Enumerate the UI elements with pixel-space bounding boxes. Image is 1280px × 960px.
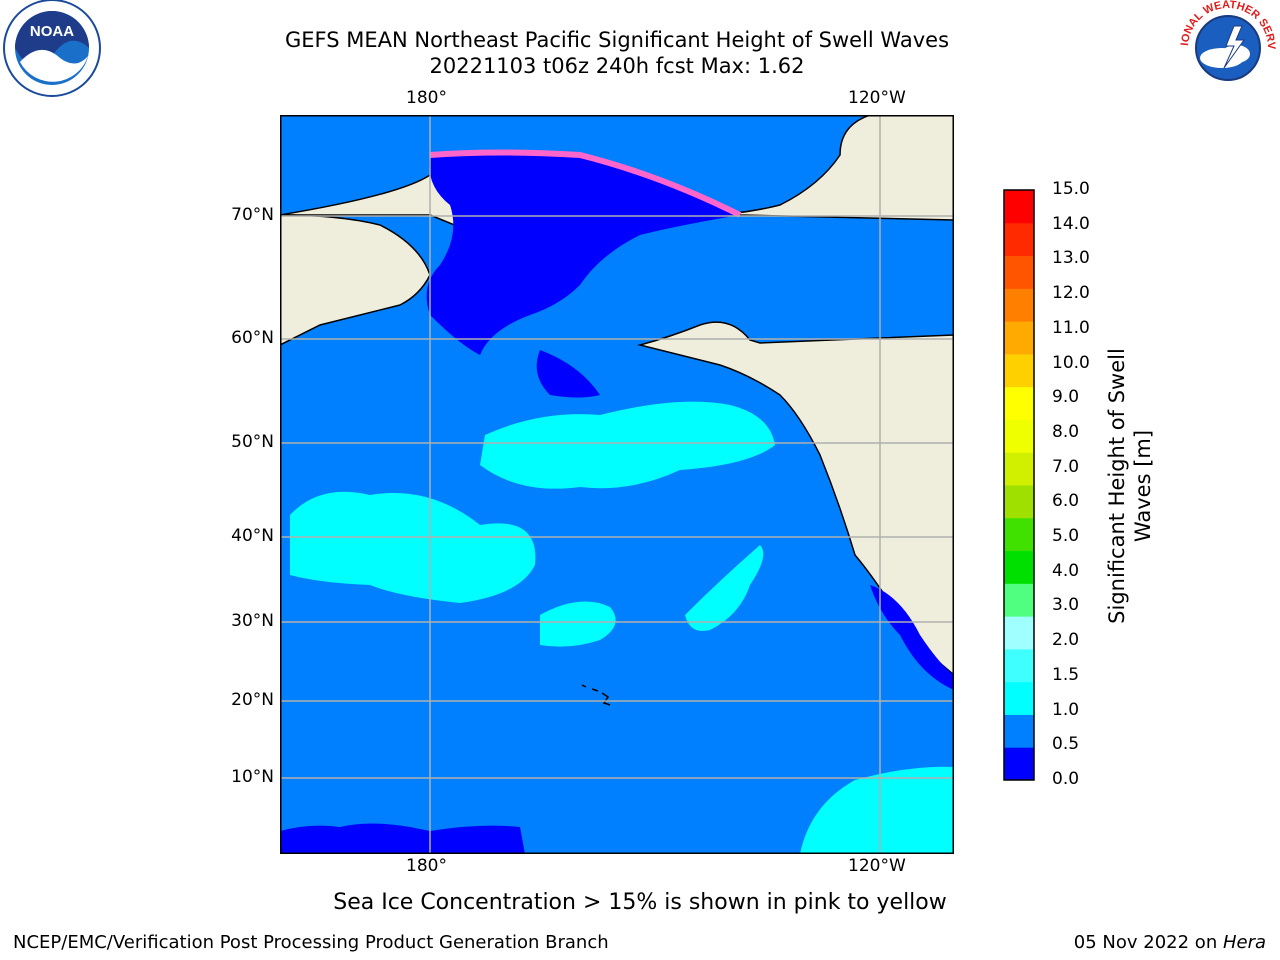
sea-ice-note: Sea Ice Concentration > 15% is shown in … — [333, 890, 947, 915]
sea-ice-edge — [429, 149, 742, 218]
colorbar-tick-label: 6.0 — [1052, 491, 1080, 512]
colorbar-segment — [1004, 550, 1034, 584]
land-siberia — [280, 214, 431, 346]
colorbar-segment — [1004, 616, 1034, 650]
swell-zone-east — [685, 545, 764, 631]
colorbar-tick-label: 14.0 — [1052, 213, 1090, 234]
map-gridlines — [280, 115, 954, 854]
colorbar-tick-label: 4.0 — [1052, 560, 1080, 581]
lat-label-60n: 60°N — [231, 328, 274, 348]
colorbar-segment — [1004, 222, 1034, 257]
colorbar-segment — [1004, 419, 1034, 453]
colorbar-tick-label: 0.0 — [1052, 769, 1080, 789]
colorbar-segment — [1004, 485, 1034, 519]
colorbar-segment — [1004, 288, 1034, 322]
colorbar-tick-label: 11.0 — [1052, 317, 1090, 338]
noaa-logo: NOAA — [3, 0, 101, 97]
colorbar — [1003, 189, 1035, 781]
colorbar-segment — [1004, 681, 1034, 715]
lat-label-10n: 10°N — [231, 767, 274, 787]
colorbar-segment — [1004, 648, 1034, 683]
lon-label-top-120w: 120°W — [848, 88, 906, 108]
map-frame — [280, 115, 954, 854]
nws-logo: NATIONAL WEATHER SERVICE — [1176, 0, 1277, 95]
land-alaska-canada — [637, 321, 954, 676]
swell-zone-north — [480, 401, 775, 489]
lat-label-20n: 20°N — [231, 690, 274, 710]
lon-label-bottom-120w: 120°W — [848, 856, 906, 876]
colorbar-tick-label: 15.0 — [1052, 179, 1090, 199]
lon-label-bottom-180: 180° — [406, 856, 447, 876]
low-swell-south — [280, 823, 525, 854]
colorbar-frame — [1003, 189, 1035, 781]
chart-title-line1: GEFS MEAN Northeast Pacific Significant … — [284, 28, 950, 52]
colorbar-tick-label: 3.0 — [1052, 595, 1080, 616]
colorbar-tick-label: 7.0 — [1052, 456, 1080, 477]
footer-date-text: 05 Nov 2022 on — [1073, 932, 1223, 953]
colorbar-segment — [1004, 353, 1034, 388]
colorbar-tick-label: 12.0 — [1052, 283, 1090, 304]
colorbar-segment — [1004, 452, 1034, 486]
low-swell-bering — [426, 152, 740, 355]
swell-zone-central — [540, 601, 616, 647]
lat-label-40n: 40°N — [231, 526, 274, 546]
swell-map — [280, 115, 954, 854]
colorbar-tick-label: 13.0 — [1052, 248, 1090, 269]
colorbar-tick-label: 0.5 — [1052, 734, 1080, 755]
lat-label-50n: 50°N — [231, 432, 274, 452]
footer-date: 05 Nov 2022 on Hera — [1074, 932, 1266, 953]
colorbar-segment — [1004, 517, 1034, 552]
colorbar-tick-label: 8.0 — [1052, 421, 1080, 442]
colorbar-tick-label: 2.0 — [1052, 630, 1080, 651]
footer-machine: Hera — [1222, 932, 1266, 953]
colorbar-segment — [1004, 714, 1034, 748]
footer-branch: NCEP/EMC/Verification Post Processing Pr… — [13, 932, 609, 953]
colorbar-title-line2: Waves [m] — [1131, 429, 1155, 543]
swell-zone-southeast — [800, 766, 954, 854]
hawaii-islands — [581, 684, 611, 706]
chart-title-line2: 20221103 t06z 240h fcst Max: 1.62 — [429, 54, 805, 78]
swell-zone-west — [290, 491, 536, 603]
colorbar-title: Significant Height of Swell Waves [m] — [1104, 286, 1156, 686]
noaa-logo-text: NOAA — [30, 23, 74, 40]
colorbar-segment — [1004, 321, 1034, 355]
colorbar-title-line1: Significant Height of Swell — [1105, 348, 1129, 624]
colorbar-segment — [1004, 583, 1034, 617]
lat-label-30n: 30°N — [231, 611, 274, 631]
colorbar-segment — [1004, 190, 1034, 224]
low-swell-coast — [870, 585, 954, 690]
low-swell-gulf — [536, 350, 600, 398]
colorbar-tick-label: 1.5 — [1052, 664, 1080, 685]
colorbar-segment — [1004, 255, 1034, 289]
colorbar-tick-label: 10.0 — [1052, 352, 1090, 373]
colorbar-tick-label: 5.0 — [1052, 526, 1080, 547]
lat-label-70n: 70°N — [231, 205, 274, 225]
lon-label-top-180: 180° — [406, 88, 447, 108]
colorbar-tick-label: 1.0 — [1052, 699, 1080, 720]
colorbar-segment — [1004, 747, 1034, 781]
colorbar-segment — [1004, 386, 1034, 420]
colorbar-tick-label: 9.0 — [1052, 387, 1080, 408]
